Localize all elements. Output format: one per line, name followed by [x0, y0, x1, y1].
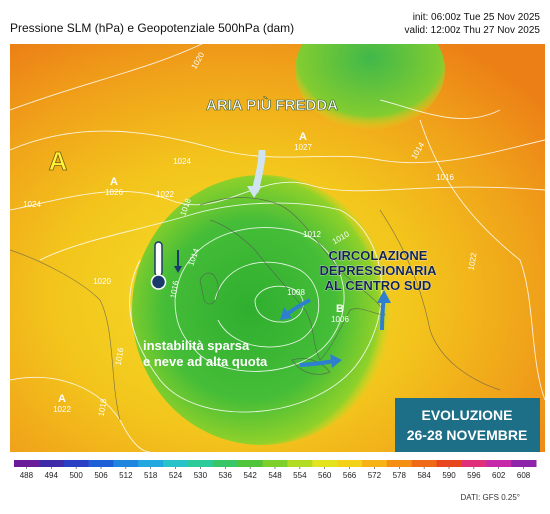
instability-line: instabilità sparsa — [143, 338, 250, 353]
pressure-center-value: 1027 — [294, 143, 312, 152]
isobar-label: 1008 — [287, 288, 305, 297]
isobar-label: 1016 — [114, 346, 126, 366]
colorbar-label: 506 — [94, 471, 108, 480]
isobar-label: 1016 — [436, 173, 454, 182]
evolution-line: EVOLUZIONE — [421, 407, 512, 423]
colorbar-label: 566 — [343, 471, 357, 480]
colorbar-swatch — [511, 460, 537, 467]
isobar-label: 1012 — [303, 230, 321, 239]
evolution-box — [395, 398, 540, 452]
low-pressure-area — [132, 175, 392, 445]
colorbar-label: 542 — [243, 471, 257, 480]
pressure-center-symbol: A — [299, 131, 307, 143]
isobar-label: 1022 — [156, 190, 174, 199]
isobar-label: 1018 — [97, 397, 109, 417]
pressure-center-symbol: B — [336, 303, 344, 315]
isobar-label: 1016 — [169, 279, 181, 299]
colorbar-swatch — [38, 460, 65, 467]
pressure-center-symbol: A — [49, 146, 68, 176]
data-source: DATI: GFS 0.25° — [460, 493, 520, 502]
colorbar-swatch — [237, 460, 264, 467]
colorbar-swatch — [188, 460, 214, 467]
colorbar-swatch — [461, 460, 487, 467]
colorbar-label: 572 — [368, 471, 382, 480]
colorbar: 488 494 500 506 512 518 524 530 536 542 548 554 560 5… — [14, 460, 537, 480]
instability-label: instabilità sparsa e neve ad alta quota — [143, 338, 268, 369]
colorbar-label: 578 — [393, 471, 407, 480]
colorbar-swatch — [262, 460, 288, 467]
cold-air-label: ARIA PIÙ FREDDA — [206, 96, 338, 114]
circulation-line: AL CENTRO SUD — [325, 278, 432, 293]
circulation-line: DEPRESSIONARIA — [319, 263, 437, 278]
circulation-label: CIRCOLAZIONE DEPRESSIONARIA AL CENTRO SU… — [319, 248, 437, 294]
isobar-label: 1024 — [173, 157, 191, 166]
pressure-center-symbol: A — [58, 393, 66, 405]
colorbar-label: 548 — [268, 471, 282, 480]
map-title: Pressione SLM (hPa) e Geopotenziale 500h… — [10, 21, 294, 35]
pressure-center-value: 1026 — [105, 188, 123, 197]
colorbar-label: 512 — [119, 471, 133, 480]
pressure-center-value: 1022 — [53, 405, 71, 414]
pressure-center-symbol: A — [110, 176, 118, 188]
colorbar-label: 524 — [169, 471, 183, 480]
valid-time: valid: 12:00z Thu 27 Nov 2025 — [405, 25, 541, 36]
colorbar-swatch — [138, 460, 164, 467]
colorbar-label: 488 — [20, 471, 34, 480]
colorbar-swatch — [337, 460, 363, 467]
colorbar-swatch — [486, 460, 512, 467]
instability-line: e neve ad alta quota — [143, 354, 268, 369]
evolution-line: 26-28 NOVEMBRE — [407, 427, 528, 443]
colorbar-label: 584 — [417, 471, 431, 480]
colorbar-swatch — [63, 460, 90, 467]
colorbar-label: 536 — [219, 471, 233, 480]
colorbar-label: 494 — [45, 471, 59, 480]
colorbar-label: 530 — [194, 471, 208, 480]
circulation-line: CIRCOLAZIONE — [329, 248, 428, 263]
colorbar-swatch — [362, 460, 388, 467]
colorbar-swatch — [14, 460, 40, 467]
colorbar-label: 590 — [442, 471, 456, 480]
colorbar-swatch — [212, 460, 239, 467]
colorbar-label: 554 — [293, 471, 307, 480]
isobar-label: 1024 — [23, 200, 41, 209]
colorbar-label: 602 — [492, 471, 506, 480]
coastlines — [10, 197, 501, 421]
isobar-label: 1020 — [93, 277, 111, 286]
northern-trough — [295, 44, 445, 130]
isobars — [10, 44, 545, 452]
colorbar-swatch — [386, 460, 413, 467]
isobar-label: 1022 — [467, 251, 479, 271]
colorbar-label: 596 — [467, 471, 481, 480]
arrows — [150, 149, 391, 368]
init-time: init: 06:00z Tue 25 Nov 2025 — [413, 12, 541, 23]
colorbar-swatch — [411, 460, 438, 467]
colorbar-label: 518 — [144, 471, 158, 480]
colorbar-label: 560 — [318, 471, 332, 480]
colorbar-label: 500 — [69, 471, 83, 480]
pressure-center-value: 1006 — [331, 315, 349, 324]
colorbar-swatch — [113, 460, 139, 467]
colorbar-label: 608 — [517, 471, 531, 480]
colorbar-swatch — [312, 460, 338, 467]
colorbar-swatch — [436, 460, 462, 467]
colorbar-swatch — [88, 460, 114, 467]
colorbar-swatch — [287, 460, 313, 467]
colorbar-swatch — [163, 460, 189, 467]
